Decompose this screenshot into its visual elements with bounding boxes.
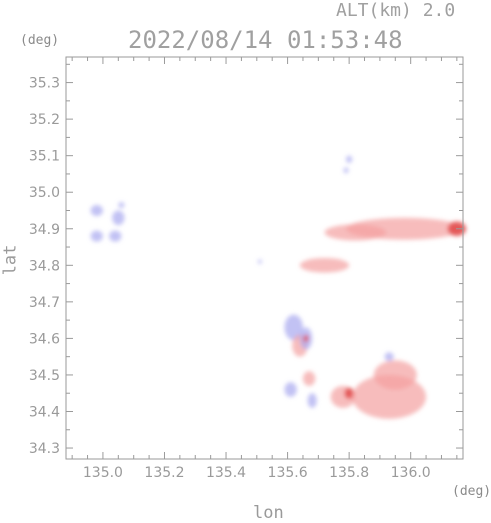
echo-region-negative	[343, 167, 349, 174]
echo-region-negative	[112, 210, 125, 226]
x-axis-unit: (deg)	[452, 484, 491, 499]
echo-region-positive-strong	[303, 334, 309, 343]
y-tick-label: 34.6	[29, 331, 60, 347]
echo-region-positive	[324, 224, 387, 241]
x-tick-label: 135.4	[206, 465, 246, 481]
echo-region-negative	[346, 155, 353, 163]
y-tick-label: 34.8	[29, 258, 60, 274]
x-tick-label: 136.0	[391, 465, 431, 481]
echo-region-positive	[299, 258, 350, 273]
echo-region-negative	[284, 314, 303, 341]
axis-ticks: 135.0 135.2 135.4 135.6 135.8 136.0 34.3 34.4 34…	[29, 57, 463, 481]
echo-regions	[90, 155, 467, 419]
echo-region-negative	[307, 393, 317, 408]
x-tick-label: 135.8	[329, 465, 369, 481]
x-tick-label: 135.0	[83, 465, 123, 481]
y-tick-label: 34.5	[29, 368, 60, 384]
y-tick-label: 34.4	[29, 404, 60, 420]
echo-region-negative	[109, 230, 122, 242]
echo-region-positive-strong	[344, 387, 354, 399]
y-axis-unit: (deg)	[20, 33, 60, 48]
echo-region-positive	[302, 371, 316, 386]
echo-region-positive	[373, 360, 417, 390]
y-tick-label: 35.1	[29, 149, 60, 165]
echo-region-negative	[284, 382, 297, 397]
y-tick-label: 35.3	[29, 76, 60, 92]
y-tick-label: 35.0	[29, 185, 60, 201]
y-tick-label: 34.9	[29, 222, 60, 238]
echo-region-negative	[258, 259, 262, 264]
echo-region-negative	[90, 205, 103, 216]
y-tick-label: 35.2	[29, 112, 60, 128]
echo-region-negative	[90, 230, 103, 242]
altitude-label: ALT(km) 2.0	[336, 0, 456, 21]
y-tick-label: 34.7	[29, 295, 60, 311]
x-tick-label: 135.2	[144, 465, 184, 481]
echo-region-negative	[118, 202, 125, 208]
y-tick-label: 34.3	[29, 441, 60, 457]
timestamp-title: 2022/08/14 01:53:48	[128, 26, 403, 54]
x-axis-label: lon	[253, 503, 284, 523]
plot-frame	[65, 56, 464, 460]
echo-region-negative	[384, 352, 394, 362]
x-tick-label: 135.6	[268, 465, 308, 481]
